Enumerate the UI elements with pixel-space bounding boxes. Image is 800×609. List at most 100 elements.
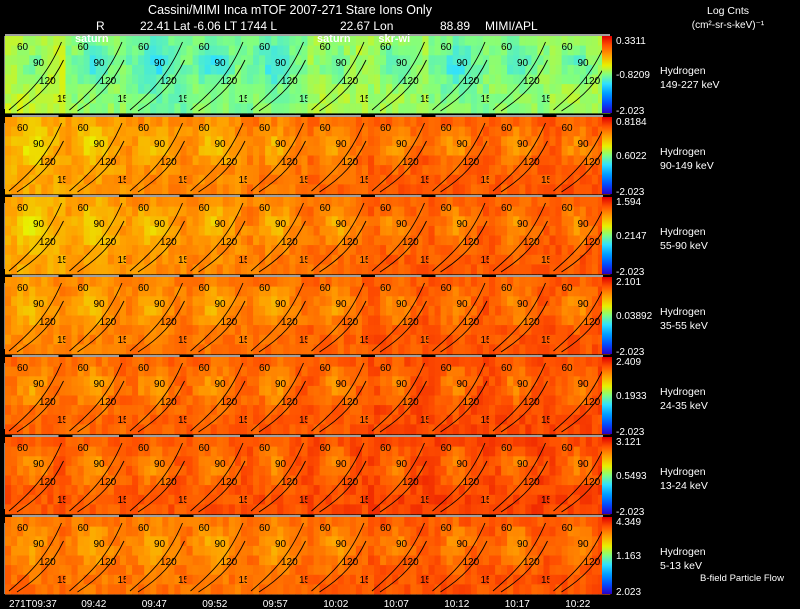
map-pixel xyxy=(35,286,42,297)
map-pixel xyxy=(446,197,454,207)
map-pixel xyxy=(579,357,587,367)
map-pixel xyxy=(386,357,393,367)
map-pixel xyxy=(295,254,302,265)
map-pixel xyxy=(210,264,218,275)
map-pixel xyxy=(5,155,12,166)
map-pixel xyxy=(386,315,393,326)
map-pixel xyxy=(404,395,411,406)
map-pixel xyxy=(410,315,417,326)
contour-label: 60 xyxy=(562,42,574,53)
map-pixel xyxy=(174,385,181,396)
map-pixel xyxy=(289,315,296,326)
map-pixel xyxy=(452,296,460,307)
map-pixel xyxy=(277,305,284,316)
map-pixel xyxy=(198,376,206,387)
map-pixel xyxy=(313,366,321,377)
map-pixel xyxy=(277,424,284,435)
map-pixel xyxy=(204,344,212,355)
map-pixel xyxy=(398,286,405,297)
map-pixel xyxy=(174,456,181,467)
map-pixel xyxy=(446,174,454,185)
contour-label: 60 xyxy=(17,283,29,294)
map-pixel xyxy=(156,254,163,265)
map-pixel xyxy=(428,155,435,166)
map-pixel xyxy=(192,395,200,406)
map-pixel xyxy=(132,126,139,137)
map-pixel xyxy=(537,286,544,297)
map-pixel xyxy=(210,395,218,406)
map-pixel xyxy=(325,145,333,156)
map-pixel xyxy=(11,174,18,185)
map-pixel xyxy=(446,225,454,236)
map-pixel xyxy=(65,155,72,166)
map-pixel xyxy=(343,264,351,275)
map-pixel xyxy=(567,344,575,355)
map-pixel xyxy=(265,74,272,85)
map-pixel xyxy=(168,117,175,127)
map-pixel xyxy=(325,286,333,297)
map-pixel xyxy=(216,475,224,486)
map-pixel xyxy=(83,325,91,336)
map-pixel xyxy=(168,405,175,416)
map-pixel xyxy=(41,155,48,166)
map-pixel xyxy=(59,126,66,137)
map-pixel xyxy=(210,74,218,85)
map-pixel xyxy=(295,74,302,85)
map-pixel xyxy=(398,84,405,95)
map-pixel xyxy=(464,277,472,287)
crosshair-marker xyxy=(608,269,612,283)
map-pixel xyxy=(107,93,115,104)
map-pixel xyxy=(47,136,54,147)
map-pixel xyxy=(283,395,290,406)
map-pixel xyxy=(307,197,314,207)
map-pixel xyxy=(289,264,296,275)
map-pixel xyxy=(144,296,151,307)
map-pixel xyxy=(77,456,85,467)
map-pixel xyxy=(11,216,18,227)
map-pixel xyxy=(543,296,550,307)
map-pixel xyxy=(59,165,66,176)
map-pixel xyxy=(519,424,526,435)
map-pixel xyxy=(71,344,78,355)
map-pixel xyxy=(174,245,181,256)
map-pixel xyxy=(83,103,91,114)
map-pixel xyxy=(77,465,85,476)
map-pixel xyxy=(428,64,435,75)
map-pixel xyxy=(71,55,78,66)
map-pixel xyxy=(65,504,72,515)
contour-label: 120 xyxy=(39,477,56,488)
map-pixel xyxy=(174,197,181,207)
map-pixel xyxy=(113,84,121,95)
map-pixel xyxy=(240,456,248,467)
contour-label: 90 xyxy=(33,139,45,150)
field-contour xyxy=(69,122,123,192)
contour-label: 90 xyxy=(396,219,408,230)
map-pixel xyxy=(349,155,357,166)
crosshair-marker xyxy=(124,429,128,443)
map-pixel xyxy=(210,126,218,137)
map-pixel xyxy=(349,145,357,156)
map-pixel xyxy=(253,424,260,435)
map-pixel xyxy=(156,184,163,195)
map-pixel xyxy=(83,136,91,147)
map-pixel xyxy=(470,325,478,336)
map-pixel xyxy=(591,64,599,75)
map-pixel xyxy=(41,45,48,56)
map-pixel xyxy=(192,424,200,435)
map-pixel xyxy=(368,235,375,246)
map-pixel xyxy=(253,504,260,515)
map-pixel xyxy=(476,264,484,275)
map-pixel xyxy=(119,494,127,505)
map-pixel xyxy=(53,103,60,114)
map-pixel xyxy=(386,424,393,435)
map-pixel xyxy=(71,286,78,297)
map-pixel xyxy=(11,136,18,147)
map-pixel xyxy=(513,376,520,387)
map-pixel xyxy=(416,145,423,156)
map-pixel xyxy=(23,174,30,185)
map-pixel xyxy=(398,136,405,147)
map-pixel xyxy=(361,296,369,307)
map-pixel xyxy=(132,136,139,147)
map-pixel xyxy=(313,325,321,336)
